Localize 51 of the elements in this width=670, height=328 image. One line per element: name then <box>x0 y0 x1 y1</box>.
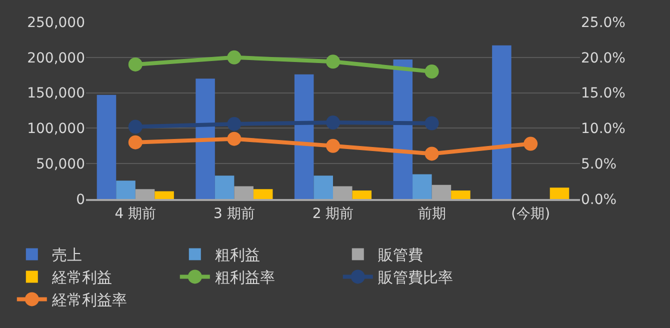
x-tick-label: 4 期前 <box>114 206 156 222</box>
legend-label: 経常利益 <box>50 268 112 287</box>
y-tick-label: 0 <box>76 192 85 208</box>
point <box>128 135 142 150</box>
bar <box>393 60 413 199</box>
legend-label: 粗利益 <box>214 246 260 264</box>
bar <box>352 190 372 199</box>
bar <box>314 176 333 199</box>
point <box>227 50 242 64</box>
x-tick-label: 3 期前 <box>214 206 255 222</box>
point <box>326 116 340 130</box>
bar <box>492 45 512 199</box>
bar <box>412 174 432 199</box>
point <box>227 116 242 131</box>
y-tick-label: 200,000 <box>27 50 85 66</box>
point <box>524 136 538 151</box>
y-tick-label: 50,000 <box>36 156 85 172</box>
x-tick-label: 前期 <box>418 206 446 222</box>
point <box>424 116 439 130</box>
y2-tick-label: 10.0% <box>581 121 626 138</box>
y2-tick-label: 5.0% <box>581 156 617 172</box>
y2-tick-label: 25.0% <box>581 14 626 31</box>
point <box>326 54 340 69</box>
legend-label: 売上 <box>52 246 82 264</box>
bar <box>96 94 116 199</box>
y-tick-label: 250,000 <box>27 14 85 31</box>
bar <box>253 189 273 199</box>
y-tick-label: 100,000 <box>27 121 85 138</box>
point <box>424 146 439 161</box>
legend-label: 経常利益率 <box>50 291 127 310</box>
legend-label: 粗利益率 <box>214 268 275 287</box>
legend-label: 販管費 <box>378 246 423 264</box>
bar <box>196 78 215 199</box>
legend-label: 販管費比率 <box>378 268 453 287</box>
bar <box>550 188 570 199</box>
point <box>128 57 142 72</box>
y2-tick-label: 15.0% <box>581 86 626 102</box>
y2-tick-label: 0.0% <box>581 192 617 208</box>
bar <box>116 180 136 199</box>
point <box>128 120 142 134</box>
point <box>326 138 340 153</box>
point <box>227 132 242 146</box>
y-tick-label: 150,000 <box>27 86 85 102</box>
bar <box>214 176 234 199</box>
y2-tick-label: 20.0% <box>581 50 626 66</box>
point <box>424 64 439 79</box>
bar <box>154 191 174 199</box>
bar <box>294 74 314 199</box>
bar <box>451 190 470 199</box>
x-tick-label: 2 期前 <box>312 206 354 222</box>
x-tick-label: (今期) <box>511 206 550 222</box>
